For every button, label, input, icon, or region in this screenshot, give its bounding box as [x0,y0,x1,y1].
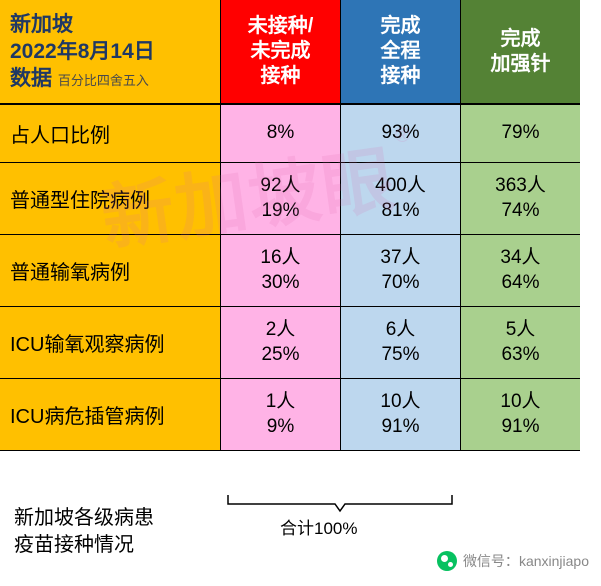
bracket-icon [225,495,455,513]
cell-r4-c2: 10人91% [340,379,460,451]
cell-r4-c3: 10人91% [460,379,580,451]
caption: 新加坡各级病患 疫苗接种情况 [14,505,154,559]
row-label-hospital: 普通型住院病例 [0,163,220,235]
header-title-line1: 新加坡 [10,11,73,38]
header-title-cell: 新加坡 2022年8月14日 数据 百分比四舍五入 [0,0,220,105]
cell-r2-c2: 37人70% [340,235,460,307]
header-title-line3: 数据 [10,67,52,90]
wechat-label: 微信号： [463,551,519,571]
cell-r2-c1: 16人30% [220,235,340,307]
cell-pop-c3: 79% [460,105,580,163]
wechat-id: kanxinjiapo [519,553,589,569]
cell-r3-c1: 2人25% [220,307,340,379]
col-header-booster: 完成 加强针 [460,0,580,105]
cell-r2-c3: 34人64% [460,235,580,307]
bracket-note: 合计100% [280,514,357,539]
row-label-population: 占人口比例 [0,105,220,163]
cell-r4-c1: 1人9% [220,379,340,451]
caption-line1: 新加坡各级病患 [14,505,154,532]
row-label-oxygen: 普通输氧病例 [0,235,220,307]
col-header-fully-vaccinated: 完成 全程 接种 [340,0,460,105]
vaccination-table: 新加坡 2022年8月14日 数据 百分比四舍五入 未接种/ 未完成 接种 完成… [0,0,601,451]
wechat-icon [437,551,457,571]
row-label-icu-critical: ICU病危插管病例 [0,379,220,451]
cell-pop-c1: 8% [220,105,340,163]
cell-r1-c3: 363人74% [460,163,580,235]
cell-r3-c2: 6人75% [340,307,460,379]
caption-line2: 疫苗接种情况 [14,532,154,559]
header-subtitle: 百分比四舍五入 [58,73,149,88]
cell-pop-c2: 93% [340,105,460,163]
wechat-attribution: 微信号： kanxinjiapo [437,551,589,571]
cell-r1-c1: 92人19% [220,163,340,235]
header-title-line2: 2022年8月14日 [10,38,155,65]
row-label-icu-oxygen: ICU输氧观察病例 [0,307,220,379]
cell-r3-c3: 5人63% [460,307,580,379]
cell-r1-c2: 400人81% [340,163,460,235]
col-header-unvaccinated: 未接种/ 未完成 接种 [220,0,340,105]
